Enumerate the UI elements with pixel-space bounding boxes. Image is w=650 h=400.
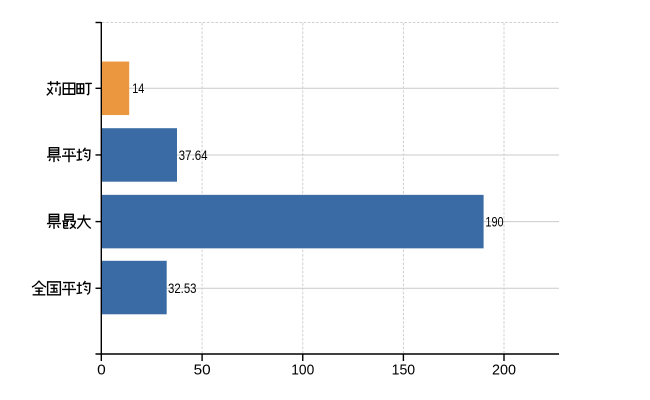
svg-text:0: 0 (97, 362, 106, 378)
svg-text:150: 150 (392, 362, 416, 378)
svg-text:14: 14 (132, 81, 144, 97)
svg-text:50: 50 (194, 362, 211, 378)
svg-text:37.64: 37.64 (179, 148, 208, 164)
svg-text:32.53: 32.53 (168, 281, 197, 297)
svg-text:190: 190 (485, 215, 503, 231)
svg-text:200: 200 (492, 362, 516, 378)
svg-text:100: 100 (291, 362, 314, 378)
